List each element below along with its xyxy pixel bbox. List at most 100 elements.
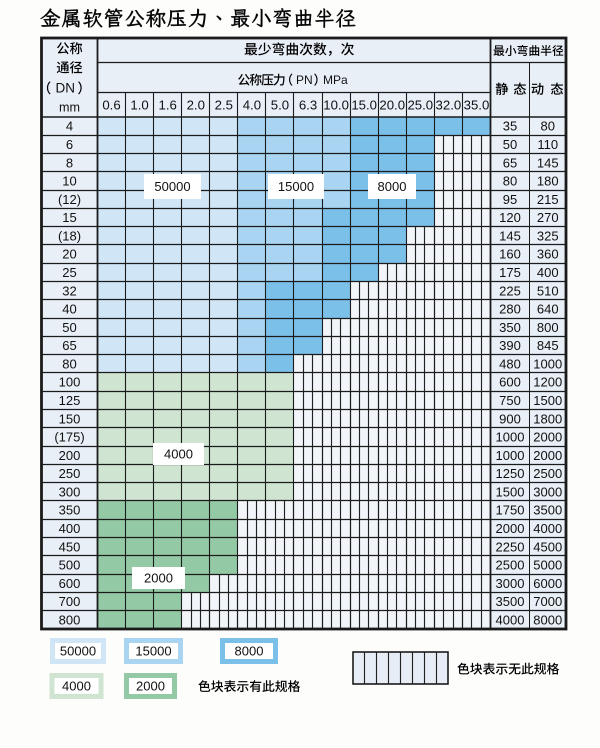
svg-text:270: 270 [537, 210, 559, 225]
svg-text:100: 100 [59, 375, 81, 390]
svg-text:1000: 1000 [496, 430, 525, 445]
svg-text:640: 640 [537, 302, 559, 317]
svg-text:5.0: 5.0 [271, 98, 289, 113]
svg-text:200: 200 [59, 448, 81, 463]
svg-text:4500: 4500 [533, 539, 562, 554]
svg-text:480: 480 [499, 356, 521, 371]
svg-text:510: 510 [537, 283, 559, 298]
svg-text:0.6: 0.6 [102, 98, 120, 113]
svg-text:4000: 4000 [164, 447, 193, 462]
svg-text:15000: 15000 [278, 179, 314, 194]
svg-text:5000: 5000 [533, 558, 562, 573]
svg-text:225: 225 [499, 283, 521, 298]
svg-text:(175): (175) [54, 430, 84, 445]
svg-text:15.0: 15.0 [351, 98, 377, 113]
svg-text:80: 80 [541, 119, 555, 134]
svg-text:500: 500 [59, 558, 81, 573]
svg-text:1250: 1250 [496, 466, 525, 481]
svg-text:4.0: 4.0 [243, 98, 261, 113]
svg-text:10: 10 [62, 174, 76, 189]
svg-text:6.3: 6.3 [299, 98, 317, 113]
svg-text:3000: 3000 [533, 484, 562, 499]
svg-text:1500: 1500 [496, 484, 525, 499]
svg-text:700: 700 [59, 594, 81, 609]
svg-text:80: 80 [503, 174, 517, 189]
svg-text:6000: 6000 [533, 576, 562, 591]
svg-text:2500: 2500 [533, 466, 562, 481]
svg-text:15000: 15000 [135, 644, 171, 659]
svg-text:450: 450 [59, 539, 81, 554]
svg-text:50000: 50000 [154, 179, 190, 194]
svg-text:2000: 2000 [136, 679, 165, 694]
svg-text:1500: 1500 [533, 393, 562, 408]
svg-text:50000: 50000 [60, 644, 96, 659]
svg-text:35: 35 [503, 119, 517, 134]
svg-text:2000: 2000 [533, 430, 562, 445]
svg-text:1000: 1000 [533, 356, 562, 371]
svg-text:2.5: 2.5 [215, 98, 233, 113]
svg-text:600: 600 [499, 375, 521, 390]
svg-text:280: 280 [499, 302, 521, 317]
svg-text:215: 215 [537, 192, 559, 207]
svg-text:800: 800 [537, 320, 559, 335]
svg-text:35.0: 35.0 [464, 98, 490, 113]
svg-text:2.0: 2.0 [187, 98, 205, 113]
svg-text:32: 32 [62, 283, 76, 298]
svg-text:40: 40 [62, 302, 76, 317]
svg-text:8: 8 [66, 155, 73, 170]
svg-text:1.6: 1.6 [158, 98, 176, 113]
svg-text:175: 175 [499, 265, 521, 280]
svg-text:845: 845 [537, 338, 559, 353]
svg-text:1800: 1800 [533, 411, 562, 426]
svg-text:95: 95 [503, 192, 517, 207]
svg-text:6: 6 [66, 137, 73, 152]
svg-text:15: 15 [62, 210, 76, 225]
svg-text:3000: 3000 [496, 576, 525, 591]
svg-text:mm: mm [59, 101, 80, 115]
svg-text:325: 325 [537, 228, 559, 243]
svg-text:7000: 7000 [533, 594, 562, 609]
svg-text:900: 900 [499, 411, 521, 426]
svg-text:800: 800 [59, 612, 81, 627]
svg-text:8000: 8000 [235, 644, 264, 659]
svg-text:4000: 4000 [533, 521, 562, 536]
svg-text:PN: PN [296, 73, 313, 87]
svg-text:(18): (18) [58, 228, 81, 243]
svg-text:1750: 1750 [496, 503, 525, 518]
svg-text:110: 110 [537, 137, 558, 152]
svg-text:20.0: 20.0 [379, 98, 405, 113]
svg-text:360: 360 [537, 247, 559, 262]
svg-text:2500: 2500 [496, 558, 525, 573]
svg-text:400: 400 [537, 265, 559, 280]
svg-text:2000: 2000 [144, 571, 173, 586]
svg-text:120: 120 [499, 210, 521, 225]
svg-text:50: 50 [503, 137, 517, 152]
svg-text:150: 150 [59, 411, 81, 426]
svg-text:2000: 2000 [533, 448, 562, 463]
svg-text:1000: 1000 [496, 448, 525, 463]
svg-text:8000: 8000 [533, 612, 562, 627]
svg-text:180: 180 [537, 174, 559, 189]
svg-text:1.0: 1.0 [130, 98, 148, 113]
svg-text:3500: 3500 [533, 503, 562, 518]
svg-text:390: 390 [499, 338, 521, 353]
svg-text:125: 125 [59, 393, 81, 408]
svg-text:4: 4 [66, 119, 73, 134]
svg-text:DN: DN [56, 81, 76, 96]
svg-text:4000: 4000 [62, 679, 91, 694]
svg-text:400: 400 [59, 521, 81, 536]
svg-text:1200: 1200 [533, 375, 562, 390]
svg-text:50: 50 [62, 320, 76, 335]
svg-text:300: 300 [59, 484, 81, 499]
svg-text:MPa: MPa [323, 73, 348, 87]
svg-text:2250: 2250 [496, 539, 525, 554]
svg-text:350: 350 [59, 503, 81, 518]
svg-text:750: 750 [499, 393, 521, 408]
svg-text:65: 65 [503, 155, 517, 170]
svg-text:4000: 4000 [496, 612, 525, 627]
svg-text:8000: 8000 [378, 179, 407, 194]
svg-text:10.0: 10.0 [323, 98, 349, 113]
svg-text:600: 600 [59, 576, 81, 591]
svg-text:80: 80 [62, 356, 76, 371]
svg-text:25.0: 25.0 [407, 98, 433, 113]
